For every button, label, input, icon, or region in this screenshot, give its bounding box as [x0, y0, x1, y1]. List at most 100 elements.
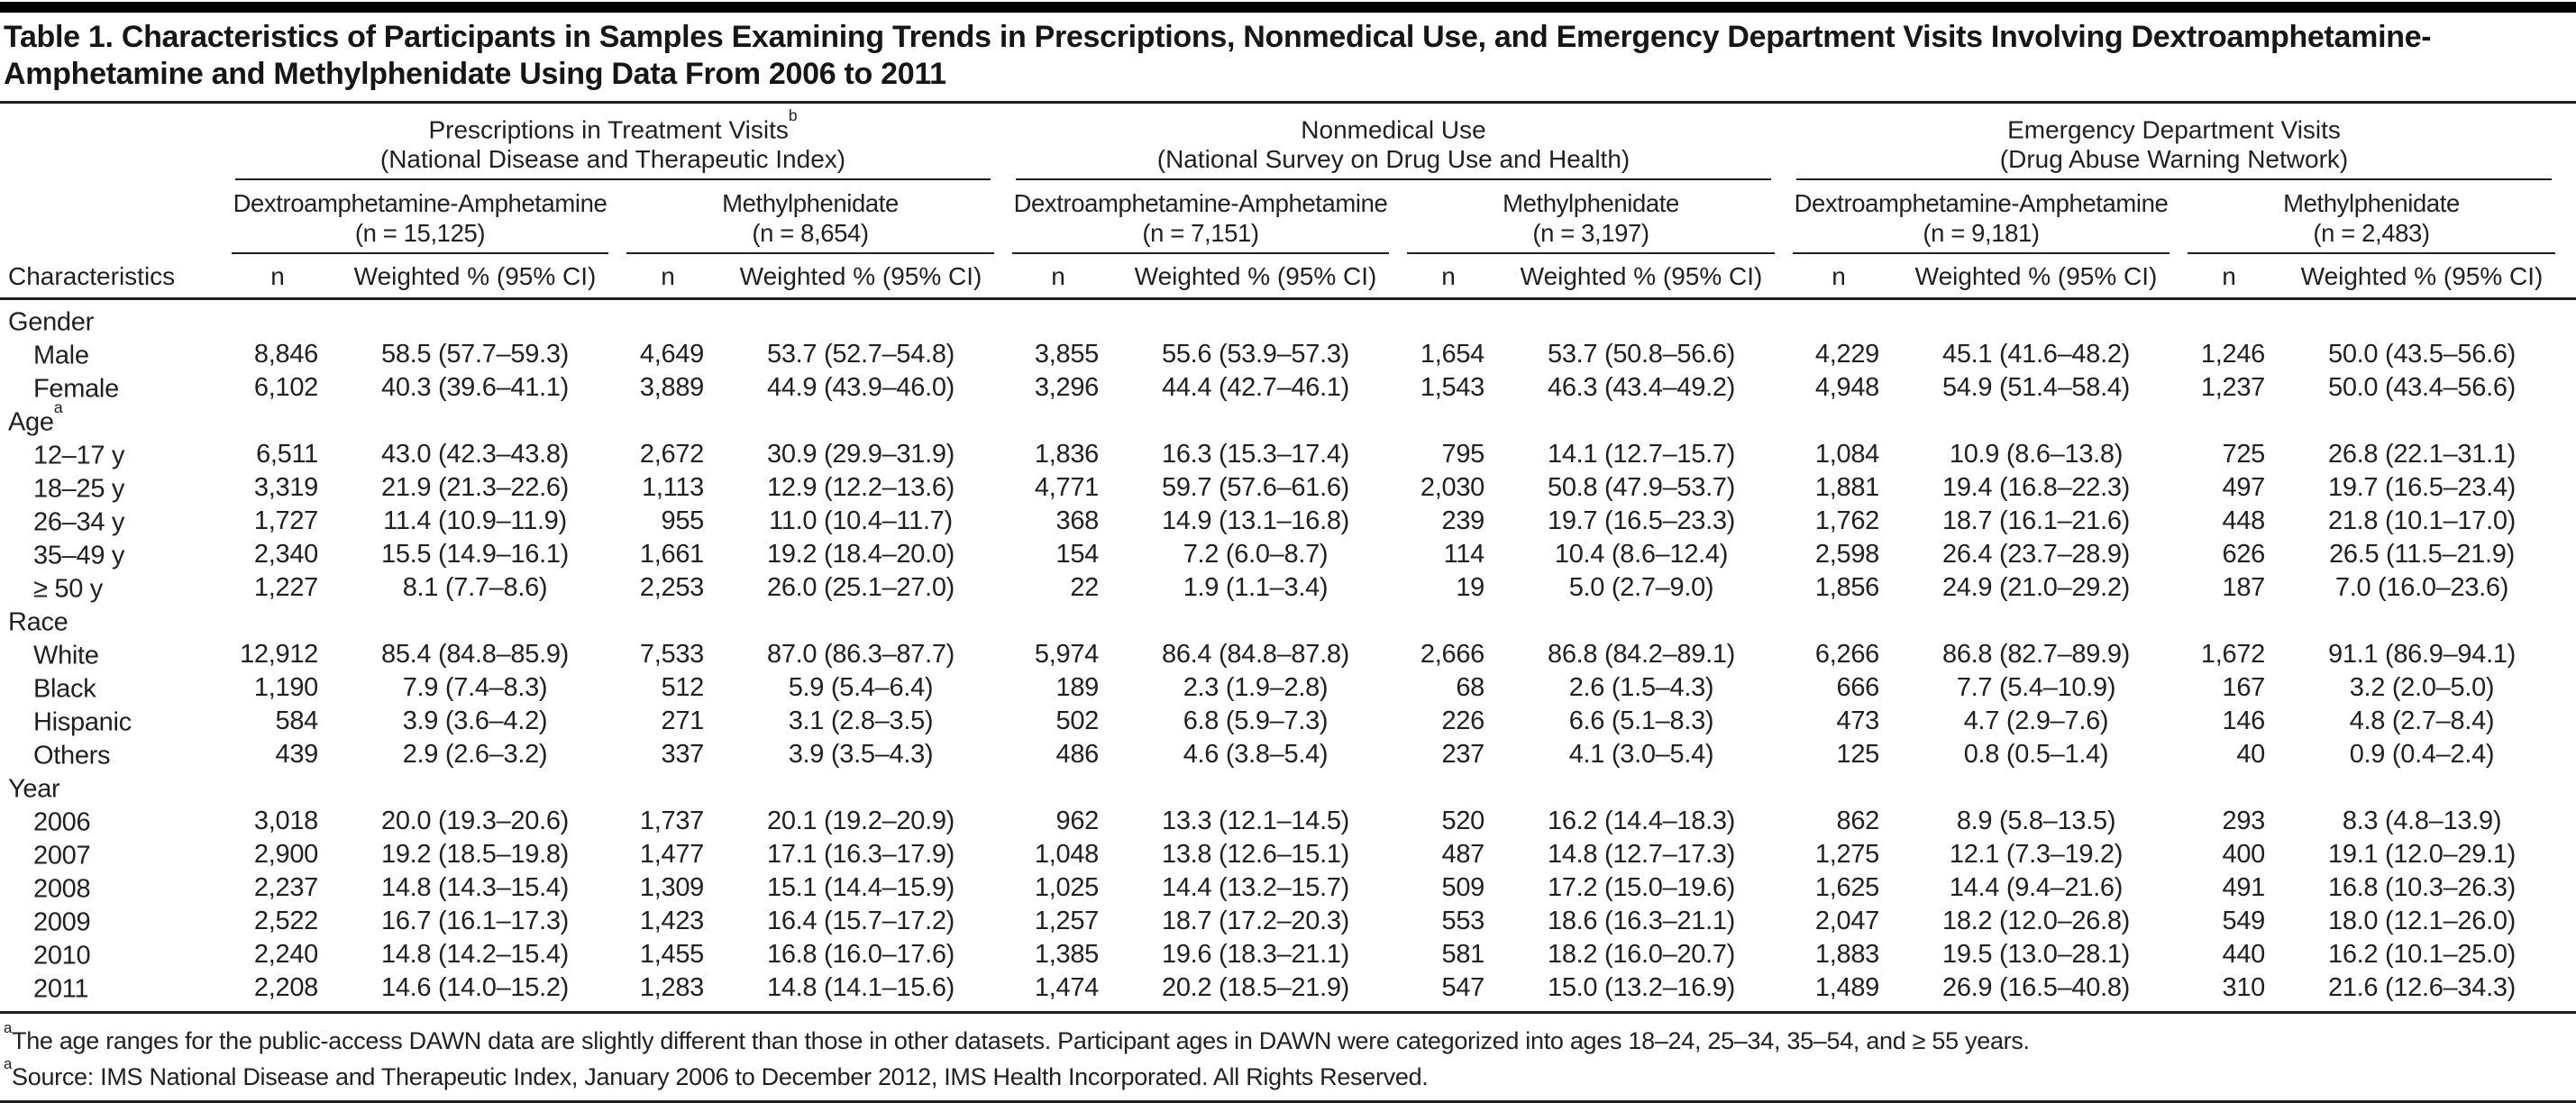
n-value: 12,912 — [240, 640, 318, 670]
weighted-value: 50.0 (43.5–56.6) — [2327, 340, 2517, 369]
row-label: 2011 — [33, 974, 89, 1004]
n-value: 1,190 — [253, 673, 318, 703]
n-value: 2,237 — [253, 873, 318, 903]
n-value: 167 — [2222, 673, 2266, 703]
drug-header-methylphenidate-ed: Methylphenidate (n = 2,483) — [2179, 180, 2564, 255]
row-label: 2006 — [33, 807, 91, 837]
n-column-header: n — [661, 262, 675, 291]
weighted-value: 18.0 (12.1–26.0) — [2327, 907, 2517, 936]
drug-n: (n = 15,125) — [354, 219, 486, 248]
weighted-value: 14.8 (14.1–15.6) — [766, 973, 955, 1003]
n-value: 795 — [1441, 440, 1485, 469]
n-value: 1,543 — [1420, 373, 1484, 403]
weighted-value: 86.8 (84.2–89.1) — [1547, 640, 1736, 670]
weighted-value: 19.6 (18.3–21.1) — [1161, 940, 1350, 970]
weighted-value: 86.8 (82.7–89.9) — [1941, 640, 2131, 670]
weighted-value: 7.9 (7.4–8.3) — [402, 673, 548, 703]
group-header-nonmedical-use: Nonmedical Use (National Survey on Drug … — [1003, 104, 1784, 181]
row-label: 2008 — [33, 874, 91, 904]
weighted-value: 18.6 (16.3–21.1) — [1547, 907, 1736, 936]
n-value: 2,672 — [639, 440, 704, 469]
n-value: 189 — [1055, 673, 1100, 703]
n-value: 2,598 — [1814, 540, 1879, 570]
n-value: 125 — [1836, 740, 1880, 770]
weighted-value: 53.7 (50.8–56.6) — [1547, 340, 1736, 369]
row-label: Black — [33, 674, 96, 704]
weighted-value: 1.9 (1.1–3.4) — [1183, 573, 1329, 603]
section-label: Agea — [8, 397, 63, 437]
drug-name: Methylphenidate — [722, 189, 899, 218]
weighted-column-header: Weighted % (95% CI) — [353, 262, 597, 291]
weighted-value: 7.2 (6.0–8.7) — [1183, 540, 1329, 570]
n-value: 310 — [2222, 973, 2266, 1003]
n-value: 584 — [275, 706, 319, 736]
weighted-value: 18.2 (16.0–20.7) — [1547, 940, 1736, 970]
weighted-value: 18.7 (17.2–20.3) — [1161, 907, 1350, 936]
group-subtitle: (Drug Abuse Warning Network) — [1999, 145, 2349, 174]
weighted-value: 0.8 (0.5–1.4) — [1963, 740, 2109, 770]
row-label: Female — [33, 374, 119, 404]
weighted-value: 10.9 (8.6–13.8) — [1949, 440, 2124, 469]
characteristics-header: Characteristics — [8, 262, 176, 291]
weighted-value: 26.4 (23.7–28.9) — [1941, 540, 2131, 570]
weighted-value: 15.1 (14.4–15.9) — [766, 873, 955, 903]
n-value: 1,661 — [639, 540, 704, 570]
weighted-value: 3.9 (3.5–4.3) — [788, 740, 934, 770]
weighted-value: 45.1 (41.6–48.2) — [1941, 340, 2131, 369]
row-label: Others — [33, 741, 111, 770]
weighted-value: 2.6 (1.5–4.3) — [1568, 673, 1714, 703]
row-label: ≥ 50 y — [33, 574, 103, 604]
n-value: 6,102 — [253, 373, 318, 403]
n-value: 491 — [2222, 873, 2266, 903]
weighted-value: 5.9 (5.4–6.4) — [788, 673, 934, 703]
weighted-value: 26.8 (22.1–31.1) — [2327, 440, 2517, 469]
n-value: 2,666 — [1420, 640, 1484, 670]
n-value: 2,900 — [253, 840, 318, 870]
n-value: 2,208 — [253, 973, 318, 1003]
weighted-value: 8.9 (5.8–13.5) — [1956, 807, 2116, 836]
n-value: 1,654 — [1420, 340, 1484, 369]
weighted-value: 4.1 (3.0–5.4) — [1568, 740, 1714, 770]
weighted-value: 6.6 (5.1–8.3) — [1568, 706, 1714, 736]
weighted-value: 18.2 (12.0–26.8) — [1941, 907, 2131, 936]
n-value: 1,084 — [1814, 440, 1879, 469]
n-value: 666 — [1836, 673, 1880, 703]
weighted-value: 17.1 (16.3–17.9) — [766, 840, 955, 870]
n-value: 4,771 — [1034, 473, 1099, 503]
header-drug-row: Dextroamphetamine-Amphetamine (n = 15,12… — [0, 180, 2576, 255]
drug-name: Dextroamphetamine-Amphetamine — [1013, 189, 1388, 218]
group-subtitle: (National Disease and Therapeutic Index) — [379, 145, 846, 174]
weighted-value: 26.0 (25.1–27.0) — [766, 573, 955, 603]
weighted-value: 30.9 (29.9–31.9) — [766, 440, 955, 469]
n-value: 114 — [1443, 540, 1485, 570]
section-label: Year — [8, 774, 60, 804]
weighted-column-header: Weighted % (95% CI) — [1914, 262, 2158, 291]
n-value: 5,974 — [1034, 640, 1099, 670]
n-value: 1,309 — [639, 873, 704, 903]
footnote-marker: a — [4, 1054, 13, 1072]
drug-header-dextro-prescriptions: Dextroamphetamine-Amphetamine (n = 15,12… — [223, 180, 617, 255]
row-label: 35–49 y — [33, 541, 125, 570]
n-column-header: n — [270, 262, 285, 291]
weighted-value: 55.6 (53.9–57.3) — [1161, 340, 1350, 369]
n-value: 1,856 — [1814, 573, 1879, 603]
weighted-value: 19.5 (13.0–28.1) — [1941, 940, 2131, 970]
n-value: 1,737 — [639, 807, 704, 836]
n-value: 2,047 — [1814, 907, 1879, 936]
weighted-value: 87.0 (86.3–87.7) — [766, 640, 955, 670]
footnote-marker-b: b — [788, 106, 798, 125]
n-value: 19 — [1456, 573, 1484, 603]
n-value: 725 — [2222, 440, 2266, 469]
n-value: 1,227 — [253, 573, 318, 603]
n-value: 337 — [661, 740, 705, 770]
footnote-source: aSource: IMS National Disease and Therap… — [4, 1054, 1429, 1091]
weighted-value: 19.7 (16.5–23.4) — [2327, 473, 2517, 503]
drug-header-methylphenidate-prescriptions: Methylphenidate (n = 8,654) — [617, 180, 1003, 255]
weighted-value: 13.8 (12.6–15.1) — [1161, 840, 1350, 870]
weighted-value: 53.7 (52.7–54.8) — [766, 340, 955, 369]
table-title: Table 1. Characteristics of Participants… — [4, 20, 2432, 91]
n-value: 1,474 — [1034, 973, 1099, 1003]
weighted-value: 46.3 (43.4–49.2) — [1547, 373, 1736, 403]
group-title: Prescriptions in Treatment Visitsb — [428, 106, 798, 144]
n-value: 3,889 — [639, 373, 704, 403]
